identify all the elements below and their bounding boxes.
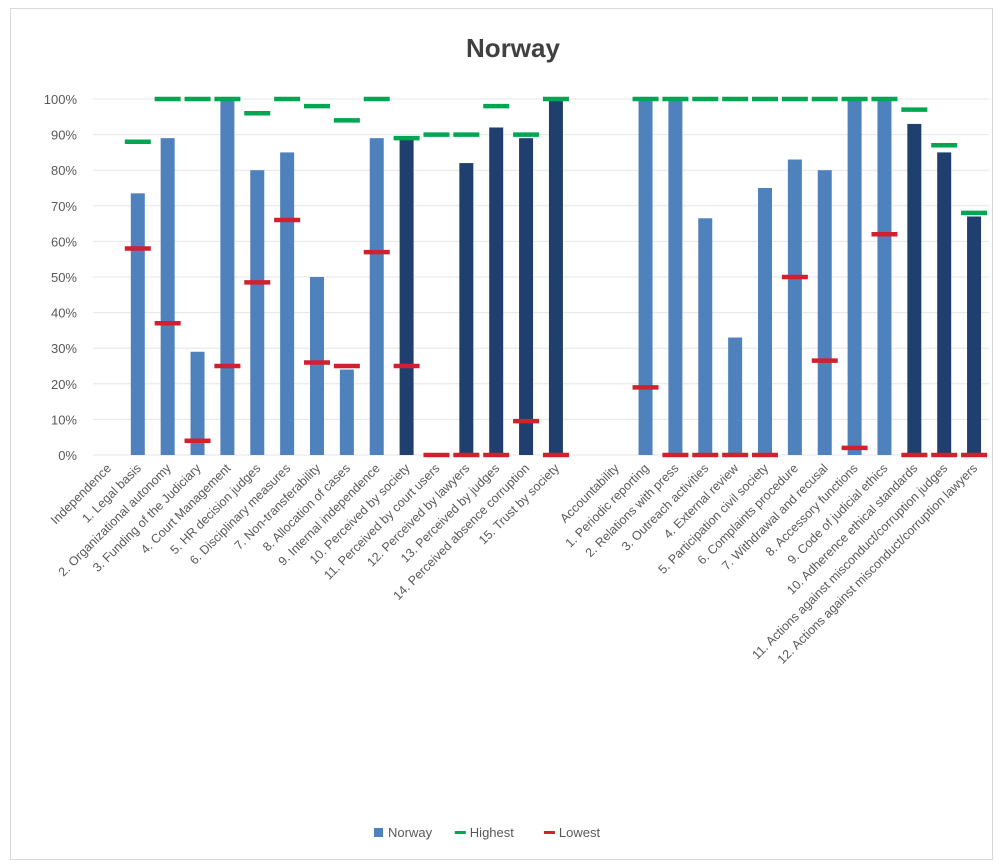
legend-label: Lowest [559,825,601,840]
chart-frame: Norway 0% 10% 20% 30% 40% 50% 60% 70% 80% 90% 100%… [10,8,993,860]
bar-norway [847,99,862,455]
y-tick-label: 90% [51,128,77,143]
gridlines [93,98,989,456]
bar-norway [638,99,653,455]
legend-label: Norway [388,825,433,840]
y-tick-label: 100% [44,92,78,107]
bar-norway [787,159,802,455]
bar-norway [339,369,354,455]
bar-norway [937,152,952,455]
bar-norway [489,127,504,455]
y-tick-label: 30% [51,341,77,356]
bar-norway [459,163,474,455]
legend-item-lowest: Lowest [543,825,601,840]
y-tick-label: 0% [58,448,77,463]
y-tick-label: 20% [51,377,77,392]
bar-norway [907,123,922,456]
y-tick-label: 10% [51,412,77,427]
legend: Norway Highest Lowest [374,825,600,840]
bar-norway [548,99,563,455]
legend-label: Highest [470,825,514,840]
y-tick-label: 40% [51,306,77,321]
y-tick-label: 60% [51,234,77,249]
legend-item-norway: Norway [374,825,433,840]
bar-norway [967,216,982,455]
bar-norway [668,99,683,455]
chart-title: Norway [466,33,560,63]
legend-swatch [374,828,383,837]
markers [124,96,988,458]
bar-norway [758,188,772,455]
bar-norway [698,218,713,455]
y-tick-label: 50% [51,270,77,285]
legend-item-highest: Highest [454,825,514,840]
bar-norway [399,138,414,455]
bar-norway [280,152,295,455]
bar-norway [728,337,743,455]
bar-norway [220,99,235,455]
bar-norway [519,138,534,455]
bar-norway [130,193,145,455]
bar-norway [250,170,265,455]
chart: Norway 0% 10% 20% 30% 40% 50% 60% 70% 80% 90% 100%… [44,33,989,840]
bar-norway [190,351,205,455]
bar-norway [310,277,324,455]
bars [130,99,982,456]
x-category-label: 2. Organizational autonomy [56,461,175,580]
bar-norway [160,138,175,455]
bar-norway [817,170,832,455]
y-tick-label: 70% [51,199,77,214]
bar-norway [369,138,384,455]
bar-norway [877,99,892,455]
y-tick-label: 80% [51,163,77,178]
y-axis-tick-labels: 0% 10% 20% 30% 40% 50% 60% 70% 80% 90% 100% [44,92,78,463]
